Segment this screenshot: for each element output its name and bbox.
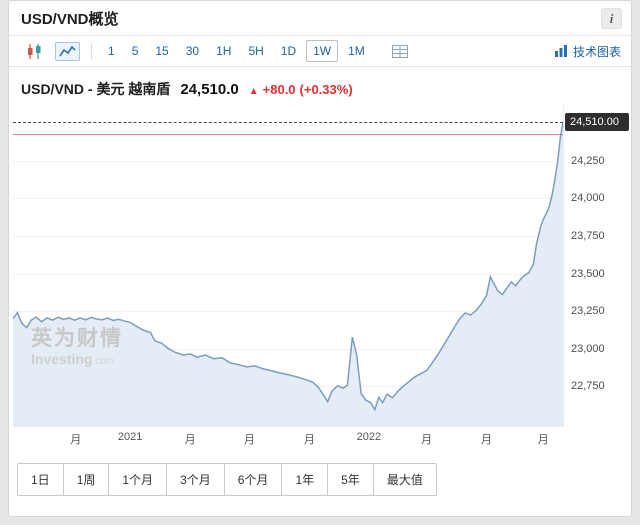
interval-5h[interactable]: 5H	[241, 40, 270, 62]
technical-chart-label: 技术图表	[572, 44, 621, 59]
interval-1h[interactable]: 1H	[209, 40, 238, 62]
info-button[interactable]: i	[601, 8, 622, 29]
interval-30[interactable]: 30	[179, 40, 206, 62]
price-change: ▲ +80.0 (+0.33%)	[249, 82, 353, 97]
quote-row: USD/VND - 美元 越南盾 24,510.0 ▲ +80.0 (+0.33…	[9, 67, 631, 101]
interval-15[interactable]: 15	[148, 40, 175, 62]
y-axis-tick: 24,000	[571, 192, 605, 205]
candlestick-chart-button[interactable]	[21, 41, 47, 62]
y-axis: 24,510.00 24,250 24,000 23,750 23,500 23,250…	[563, 105, 631, 427]
gridline	[13, 235, 563, 237]
panel-header: USD/VND概览 i	[9, 1, 631, 35]
x-axis-tick: 月	[70, 434, 82, 446]
current-price-tag: 24,510.00	[565, 112, 629, 131]
price-series	[13, 105, 563, 427]
range-buttons: 1日 1周 1个月 3个月 6个月 1年 5年 最大值	[17, 463, 631, 496]
page-title: USD/VND概览	[21, 11, 119, 28]
x-axis-tick: 月	[481, 434, 493, 446]
chart-area: 英为财情 Investing.com 24,510.00 24,250 24,00…	[9, 105, 631, 427]
gridline	[13, 198, 563, 200]
y-axis-tick: 23,000	[571, 342, 605, 355]
x-axis-tick: 月	[184, 434, 196, 446]
area-chart-icon	[59, 45, 76, 56]
last-price: 24,510.0	[180, 81, 239, 98]
change-value: +80.0	[262, 82, 296, 97]
x-axis-tick: 2021	[117, 431, 143, 443]
gridline	[13, 311, 563, 313]
instrument-name: USD/VND - 美元 越南盾	[21, 81, 171, 97]
interval-1[interactable]: 1	[101, 40, 122, 62]
interval-buttons: 1 5 15 30 1H 5H 1D 1W 1M	[101, 40, 372, 62]
gridline	[13, 160, 563, 162]
current-price-line	[13, 121, 563, 123]
technical-chart-link[interactable]: 技术图表	[554, 43, 621, 60]
gridline	[13, 348, 563, 350]
area-fill	[13, 121, 563, 427]
y-axis-tick: 23,750	[571, 229, 605, 242]
range-button-3[interactable]: 3个月	[166, 463, 225, 496]
y-axis-tick: 22,750	[571, 380, 605, 393]
x-axis-tick: 月	[537, 434, 549, 446]
info-icon: i	[609, 10, 614, 26]
previous-close-line	[13, 133, 563, 135]
gridline	[13, 273, 563, 275]
x-axis-tick: 2022	[356, 431, 382, 443]
change-percent: (+0.33%)	[299, 82, 353, 97]
up-arrow-icon: ▲	[248, 86, 259, 97]
key-stats-button[interactable]	[391, 44, 408, 58]
chart-toolbar: 1 5 15 30 1H 5H 1D 1W 1M 技术图表	[9, 35, 631, 67]
price-chart[interactable]: 英为财情 Investing.com	[13, 105, 563, 427]
x-axis: 月 2021 月 月 月 2022 月 月 月	[13, 427, 563, 447]
range-button-4[interactable]: 6个月	[223, 463, 283, 496]
y-axis-tick: 23,500	[571, 267, 605, 280]
price-line	[13, 122, 563, 410]
toolbar-divider	[91, 43, 92, 59]
interval-5[interactable]: 5	[125, 40, 146, 62]
y-axis-tick: 24,250	[571, 154, 605, 167]
range-button-0[interactable]: 1日	[17, 463, 64, 496]
range-button-6[interactable]: 5年	[327, 463, 374, 496]
area-chart-button[interactable]	[55, 41, 80, 61]
x-axis-tick: 月	[303, 434, 315, 446]
candlestick-icon	[28, 43, 41, 59]
interval-1d[interactable]: 1D	[274, 40, 303, 62]
technical-chart-icon	[554, 45, 567, 57]
y-axis-tick: 23,250	[571, 305, 605, 318]
x-axis-tick: 月	[421, 434, 433, 446]
x-axis-tick: 月	[244, 434, 255, 446]
interval-1w[interactable]: 1W	[306, 40, 339, 62]
range-button-5[interactable]: 1年	[281, 463, 329, 496]
usd-vnd-overview-panel: USD/VND概览 i 1 5 15 30 1H 5H 1D 1W 1M	[8, 0, 632, 517]
interval-1m[interactable]: 1M	[341, 40, 372, 62]
range-button-1[interactable]: 1周	[62, 463, 110, 496]
range-button-2[interactable]: 1个月	[108, 463, 168, 496]
grid-icon	[391, 44, 408, 58]
range-button-7[interactable]: 最大值	[372, 463, 437, 496]
